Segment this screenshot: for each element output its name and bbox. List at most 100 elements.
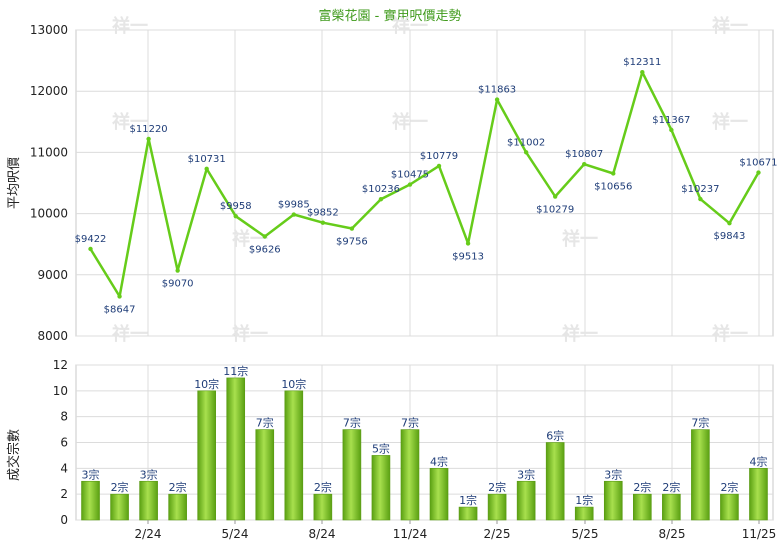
price-point bbox=[175, 268, 180, 273]
price-data-label: $11863 bbox=[478, 85, 516, 96]
price-point bbox=[611, 171, 616, 176]
price-data-label: $9422 bbox=[75, 234, 107, 245]
volume-data-label: 7宗 bbox=[256, 416, 274, 430]
volume-ytick-label: 6 bbox=[60, 436, 68, 450]
price-point bbox=[669, 127, 674, 133]
volume-bar bbox=[603, 480, 623, 521]
price-data-label: $11367 bbox=[652, 115, 690, 126]
volume-data-label: 5宗 bbox=[372, 441, 390, 455]
volume-bar bbox=[633, 493, 652, 521]
price-point bbox=[436, 163, 442, 169]
price-point bbox=[698, 196, 703, 202]
volume-ytick-label: 12 bbox=[53, 358, 68, 372]
price-data-label: $9985 bbox=[278, 200, 310, 211]
price-ytick-label: 9000 bbox=[37, 268, 68, 282]
watermark-text: 祥一 bbox=[392, 15, 428, 37]
price-data-label: $12311 bbox=[623, 57, 661, 68]
volume-bar bbox=[458, 506, 478, 521]
price-data-label: $9626 bbox=[249, 244, 281, 255]
price-point bbox=[494, 97, 500, 102]
volume-bar bbox=[110, 493, 129, 521]
volume-data-label: 3宗 bbox=[604, 467, 622, 481]
volume-data-label: 2宗 bbox=[314, 480, 332, 494]
watermark-text: 祥一 bbox=[112, 111, 148, 133]
price-data-label: $9958 bbox=[220, 201, 252, 212]
price-data-label: $8647 bbox=[104, 304, 136, 315]
price-point bbox=[552, 194, 558, 199]
volume-bar bbox=[255, 429, 275, 521]
watermark-text: 祥一 bbox=[562, 323, 598, 345]
volume-data-label: 10宗 bbox=[194, 377, 219, 391]
price-point bbox=[262, 234, 267, 239]
volume-data-label: 3宗 bbox=[517, 467, 535, 481]
volume-bar bbox=[749, 468, 768, 521]
volume-ytick-label: 4 bbox=[60, 461, 68, 475]
volume-bar bbox=[371, 455, 391, 521]
price-data-label: $11220 bbox=[130, 124, 168, 135]
volume-bar bbox=[720, 493, 739, 521]
price-ytick-label: 12000 bbox=[30, 84, 68, 98]
price-point bbox=[640, 69, 645, 75]
volume-bar bbox=[313, 493, 333, 521]
price-point bbox=[233, 213, 238, 219]
volume-bar bbox=[574, 506, 594, 521]
price-data-label: $10671 bbox=[739, 158, 777, 169]
volume-bar bbox=[429, 468, 449, 521]
price-point bbox=[523, 150, 529, 155]
price-data-label: $10731 bbox=[188, 154, 226, 165]
watermark-text: 祥一 bbox=[392, 111, 428, 133]
watermark-text: 祥一 bbox=[712, 15, 748, 37]
volume-bar bbox=[662, 493, 681, 521]
xtick-label: 8/24 bbox=[309, 527, 336, 541]
price-point bbox=[204, 166, 209, 172]
volume-ytick-label: 0 bbox=[60, 513, 68, 527]
price-axis-title: 平均呎價 bbox=[7, 157, 22, 209]
volume-bar bbox=[342, 429, 362, 521]
price-data-label: $10237 bbox=[681, 184, 719, 195]
price-data-label: $11002 bbox=[507, 137, 545, 148]
xtick-label: 8/25 bbox=[659, 527, 686, 541]
volume-data-label: 2宗 bbox=[111, 480, 129, 494]
volume-bar bbox=[139, 480, 158, 521]
volume-bar bbox=[226, 377, 246, 521]
chart-title: 富榮花園 - 實用呎價走勢 bbox=[319, 8, 462, 24]
price-point bbox=[117, 294, 122, 299]
volume-bar bbox=[400, 429, 420, 521]
price-data-label: $9070 bbox=[162, 279, 194, 290]
price-data-label: $9843 bbox=[714, 231, 746, 242]
price-point bbox=[756, 170, 761, 175]
volume-axis-title: 成交宗數 bbox=[6, 429, 22, 481]
volume-ytick-label: 2 bbox=[60, 487, 68, 501]
watermark-text: 祥一 bbox=[112, 15, 148, 37]
volume-data-label: 1宗 bbox=[459, 493, 477, 507]
price-point bbox=[291, 212, 297, 217]
watermark-text: 祥一 bbox=[712, 323, 748, 345]
price-point bbox=[727, 221, 732, 226]
volume-data-label: 7宗 bbox=[343, 416, 361, 430]
xtick-label: 5/24 bbox=[222, 527, 249, 541]
xtick-label: 2/25 bbox=[484, 527, 511, 541]
price-data-label: $10475 bbox=[391, 170, 429, 181]
price-point bbox=[320, 220, 326, 225]
xtick-label: 11/25 bbox=[742, 527, 777, 541]
price-data-label: $9513 bbox=[452, 251, 484, 262]
volume-data-label: 4宗 bbox=[749, 454, 767, 468]
price-point bbox=[407, 182, 413, 187]
volume-bar bbox=[545, 442, 565, 521]
price-data-label: $10279 bbox=[536, 205, 574, 216]
price-ytick-label: 10000 bbox=[30, 207, 68, 221]
price-ytick-label: 13000 bbox=[30, 23, 68, 37]
watermark-text: 祥一 bbox=[112, 323, 148, 345]
volume-ytick-label: 8 bbox=[60, 410, 68, 424]
volume-data-label: 6宗 bbox=[546, 429, 564, 443]
volume-bar bbox=[516, 480, 536, 521]
volume-data-label: 7宗 bbox=[691, 416, 709, 430]
volume-bar bbox=[691, 429, 710, 521]
volume-ytick-label: 10 bbox=[53, 384, 68, 398]
price-data-label: $9756 bbox=[336, 237, 368, 248]
volume-data-label: 1宗 bbox=[575, 493, 593, 507]
volume-data-label: 3宗 bbox=[140, 467, 158, 481]
volume-data-label: 2宗 bbox=[169, 480, 187, 494]
volume-data-label: 3宗 bbox=[82, 467, 100, 481]
